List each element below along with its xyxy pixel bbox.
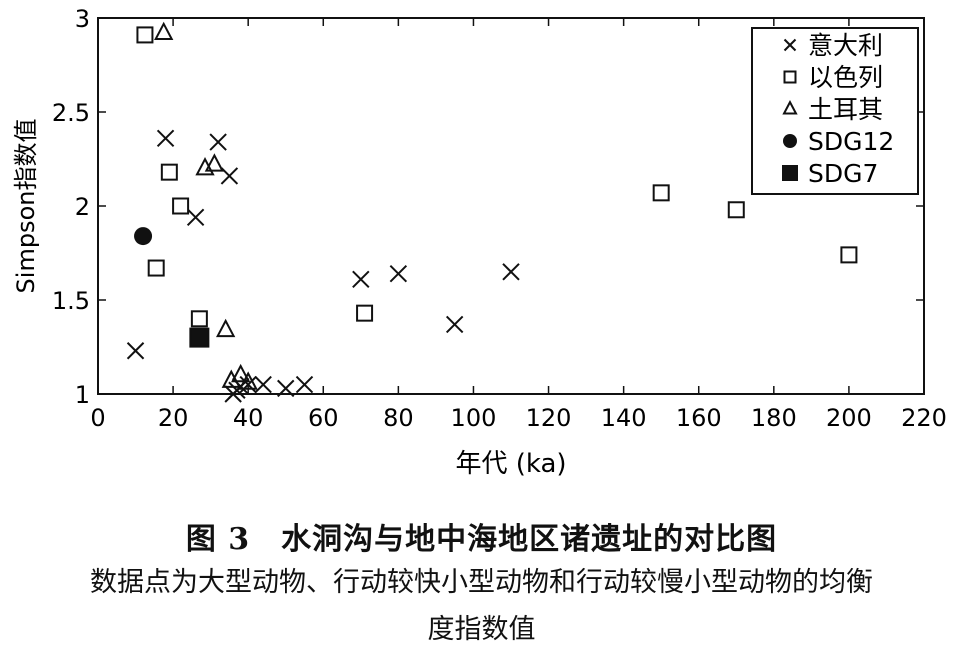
x-tick-label: 20 <box>158 404 189 432</box>
data-point <box>209 133 227 151</box>
y-tick-label: 2.5 <box>52 99 90 127</box>
data-point <box>295 375 314 394</box>
data-point <box>356 304 374 322</box>
x-marker-stroke <box>502 263 520 281</box>
x-tick-label: 220 <box>901 404 947 432</box>
figure-caption-title: 图 3 水洞沟与地中海地区诸遗址的对比图 <box>185 522 778 557</box>
data-point <box>190 310 208 328</box>
series-5 <box>189 327 210 348</box>
data-point <box>238 371 258 390</box>
axis-tick-labels: 0 20 40 60 80 100 120 140 160 180 200 220 1 1.5 2 2.5 3 <box>52 5 947 432</box>
legend-marker <box>783 134 797 148</box>
x-marker-stroke <box>254 375 272 394</box>
x-tick-label: 180 <box>751 404 797 432</box>
data-point <box>352 270 370 289</box>
data-point <box>156 129 175 148</box>
x-marker-stroke <box>126 342 145 360</box>
legend-label: 土耳其 <box>808 95 883 124</box>
legend-marker <box>783 38 797 52</box>
data-point <box>277 379 295 398</box>
x-tick-label: 0 <box>90 404 105 432</box>
legend-label: SDG12 <box>808 127 894 156</box>
x-tick-label: 80 <box>383 404 414 432</box>
data-point <box>136 26 154 44</box>
x-marker-stroke <box>295 375 314 394</box>
x-marker-stroke <box>277 379 295 398</box>
x-marker-stroke <box>209 133 227 151</box>
data-point <box>154 21 174 41</box>
legend-marker <box>782 165 798 181</box>
x-tick-label: 160 <box>676 404 722 432</box>
data-point <box>126 342 145 360</box>
data-point <box>220 167 239 185</box>
legend-label: 意大利 <box>808 31 883 60</box>
data-points <box>126 21 858 403</box>
x-marker-stroke <box>156 129 175 148</box>
series-1 <box>126 129 520 403</box>
x-tick-label: 100 <box>451 404 497 432</box>
y-tick-label: 3 <box>75 5 90 33</box>
x-marker-stroke <box>389 264 408 283</box>
data-point <box>254 375 272 394</box>
series-3 <box>154 21 258 390</box>
data-point <box>840 246 858 264</box>
x-tick-label: 40 <box>233 404 264 432</box>
y-tick-label: 2 <box>75 193 90 221</box>
x-marker-stroke <box>783 38 797 52</box>
data-point <box>147 259 165 277</box>
x-axis-label: 年代 (ka) <box>455 449 566 479</box>
x-marker-stroke <box>445 315 464 334</box>
x-marker-stroke <box>352 270 370 289</box>
legend-label: SDG7 <box>808 159 878 188</box>
scatter-chart: 0 20 40 60 80 100 120 140 160 180 200 22011.522.53 … <box>12 5 947 479</box>
data-point <box>172 197 190 215</box>
data-point <box>652 184 670 202</box>
x-marker-stroke <box>186 208 205 226</box>
x-tick-label: 200 <box>826 404 872 432</box>
series-4 <box>134 227 153 246</box>
y-tick-label: 1 <box>75 381 90 409</box>
legend-marker <box>783 70 797 84</box>
data-point <box>221 369 241 388</box>
x-tick-label: 60 <box>308 404 339 432</box>
data-point <box>389 264 408 283</box>
data-point <box>215 318 236 338</box>
data-point <box>239 375 257 394</box>
data-point <box>231 363 251 383</box>
x-marker-stroke <box>220 167 239 185</box>
y-tick-label: 1.5 <box>52 287 90 315</box>
y-axis-label: Simpson指数值 <box>12 119 40 294</box>
legend-label: 以色列 <box>808 63 883 92</box>
data-point <box>445 315 464 334</box>
legend-marker <box>782 99 798 115</box>
series-2 <box>136 26 858 328</box>
data-point <box>160 163 178 181</box>
legend-box <box>751 27 919 195</box>
figure-caption-line-1: 数据点为大型动物、行动较快小型动物和行动较慢小型动物的均衡 <box>90 567 873 598</box>
data-point <box>727 201 745 219</box>
data-point <box>189 327 210 348</box>
data-point <box>502 263 520 281</box>
data-point <box>134 227 153 246</box>
axis-ticks <box>97 17 925 395</box>
figure-caption-line-2: 度指数值 <box>427 614 536 645</box>
data-point <box>186 208 205 226</box>
x-marker-stroke <box>239 375 257 394</box>
x-tick-label: 120 <box>526 404 572 432</box>
x-tick-label: 140 <box>601 404 647 432</box>
data-point <box>204 153 225 172</box>
